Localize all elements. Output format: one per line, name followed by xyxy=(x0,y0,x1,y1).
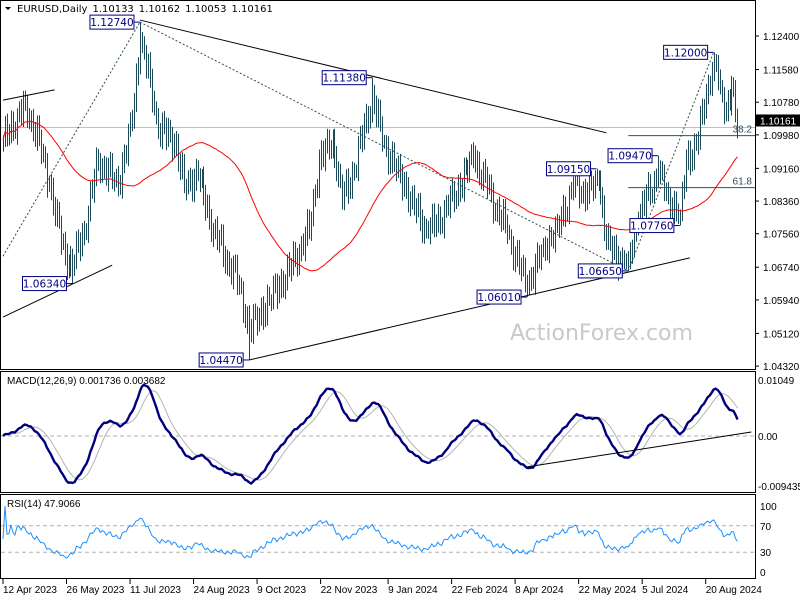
dropdown-triangle-icon xyxy=(5,7,11,10)
current-price-box xyxy=(756,114,800,127)
swing-label-box xyxy=(89,14,135,30)
current-price-label: 1.10161 xyxy=(760,116,797,127)
swing-label-box xyxy=(546,161,592,177)
swing-label: 1.06010 xyxy=(477,292,520,304)
rsi-tick-label: 30 xyxy=(760,548,772,559)
rsi-line xyxy=(2,505,738,559)
price-tick-label: 1.08360 xyxy=(763,197,800,208)
time-tick-label: 12 Apr 2023 xyxy=(3,585,57,596)
price-tick-label: 1.11580 xyxy=(763,66,799,77)
dotted-trendline xyxy=(139,21,629,272)
time-tick-label: 24 Aug 2023 xyxy=(194,585,251,596)
swing-label: 1.04470 xyxy=(199,355,242,367)
rsi-tick-label: 70 xyxy=(760,522,772,533)
swing-label: 1.11380 xyxy=(322,73,365,85)
swing-label: 1.06340 xyxy=(23,279,66,291)
rsi-panel xyxy=(0,494,756,579)
price-tick-label: 1.05120 xyxy=(763,329,800,340)
swing-label: 1.12740 xyxy=(90,17,133,29)
dotted-trendline xyxy=(627,52,715,272)
swing-label: 1.12000 xyxy=(664,47,707,59)
swing-label: 1.07760 xyxy=(630,221,673,233)
swing-label: 1.09150 xyxy=(547,164,590,176)
macd-tick-label: -0.009435 xyxy=(758,482,800,493)
price-tick-label: 1.10780 xyxy=(763,98,800,109)
swing-label-box xyxy=(663,44,709,60)
macd-line xyxy=(2,383,739,485)
time-tick-label: 22 Feb 2024 xyxy=(452,585,509,596)
swing-label-box xyxy=(321,70,367,86)
fib-level-label: 38.2 xyxy=(733,125,753,136)
trendline xyxy=(139,19,607,134)
time-tick-label: 5 Jul 2024 xyxy=(642,585,689,596)
price-tick-label: 1.07560 xyxy=(763,230,800,241)
swing-label-box xyxy=(198,352,244,368)
main-panel xyxy=(0,0,756,370)
macd-title: MACD(12,26,9) 0.001736 0.003682 xyxy=(7,376,166,387)
trendline xyxy=(2,89,55,101)
header-open: 1.10133 xyxy=(92,4,133,15)
swing-label-box xyxy=(476,289,522,305)
header-low: 1.10053 xyxy=(185,4,226,15)
swing-label-box xyxy=(607,148,653,164)
price-tick-label: 1.09980 xyxy=(763,131,800,142)
fib-level-label: 61.8 xyxy=(733,177,753,188)
moving-average-line xyxy=(2,120,738,272)
price-tick-label: 1.09160 xyxy=(763,164,800,175)
macd-trendline xyxy=(526,431,752,468)
swing-label-box xyxy=(629,218,675,234)
header-close: 1.10161 xyxy=(232,4,273,15)
rsi-tick-label: 0 xyxy=(760,568,766,579)
chart-header: EURUSD,Daily 1.10133 1.10162 1.10053 1.10161 xyxy=(17,4,273,15)
time-tick-label: 9 Oct 2023 xyxy=(257,585,306,596)
time-tick-label: 26 May 2023 xyxy=(67,585,125,596)
price-bars xyxy=(3,22,738,360)
rsi-title: RSI(14) 47.9066 xyxy=(7,499,81,510)
macd-tick-label: 0.00 xyxy=(758,432,778,443)
swing-label-box xyxy=(577,263,623,279)
dotted-trendline xyxy=(2,21,141,257)
time-tick-label: 8 Apr 2024 xyxy=(515,585,564,596)
price-tick-label: 1.06740 xyxy=(763,263,800,274)
watermark: ActionForex.com xyxy=(510,321,693,346)
price-tick-label: 1.04320 xyxy=(763,362,800,373)
macd-tick-label: 0.01049 xyxy=(758,376,795,387)
header-symbol: EURUSD,Daily xyxy=(17,4,88,15)
macd-panel xyxy=(0,371,756,493)
rsi-tick-label: 100 xyxy=(760,502,777,513)
time-tick-label: 20 Aug 2024 xyxy=(706,585,763,596)
header-high: 1.10162 xyxy=(139,4,180,15)
price-tick-label: 1.12400 xyxy=(763,32,800,43)
swing-label-box xyxy=(21,276,67,292)
price-tick-label: 1.05940 xyxy=(763,296,800,307)
swing-label: 1.06650 xyxy=(579,266,622,278)
time-tick-label: 11 Jul 2023 xyxy=(130,585,181,596)
time-tick-label: 9 Jan 2024 xyxy=(388,585,438,596)
time-tick-label: 22 Nov 2023 xyxy=(321,585,378,596)
swing-label: 1.09470 xyxy=(608,151,651,163)
time-tick-label: 22 May 2024 xyxy=(579,585,637,596)
trendline xyxy=(2,264,113,318)
